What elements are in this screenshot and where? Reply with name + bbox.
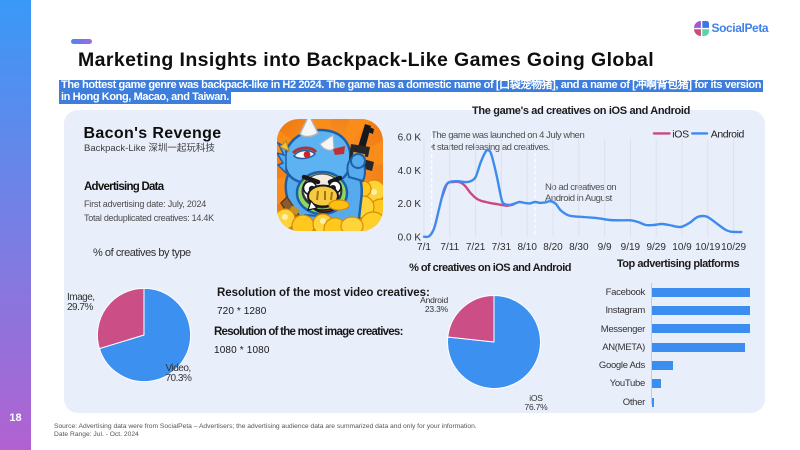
svg-text:Android: Android: [711, 128, 745, 140]
svg-text:7/31: 7/31: [492, 242, 512, 253]
svg-text:7/1: 7/1: [417, 242, 431, 253]
svg-text:7/21: 7/21: [466, 242, 486, 253]
svg-text:9/29: 9/29: [646, 242, 666, 253]
svg-text:iOS: iOS: [672, 128, 689, 140]
svg-text:7/11: 7/11: [440, 242, 459, 253]
svg-text:2.0 K: 2.0 K: [398, 199, 422, 210]
svg-text:10/9: 10/9: [672, 242, 692, 253]
svg-text:9/19: 9/19: [621, 242, 641, 253]
svg-text:6.0 K: 6.0 K: [398, 133, 422, 144]
svg-text:9/9: 9/9: [598, 242, 612, 253]
svg-text:8/10: 8/10: [517, 242, 537, 253]
svg-text:10/29: 10/29: [721, 242, 746, 253]
svg-text:10/19: 10/19: [695, 242, 720, 253]
svg-text:4.0 K: 4.0 K: [398, 166, 422, 177]
svg-text:8/30: 8/30: [569, 242, 589, 253]
svg-text:0.0 K: 0.0 K: [398, 233, 422, 244]
svg-text:8/20: 8/20: [543, 242, 563, 253]
